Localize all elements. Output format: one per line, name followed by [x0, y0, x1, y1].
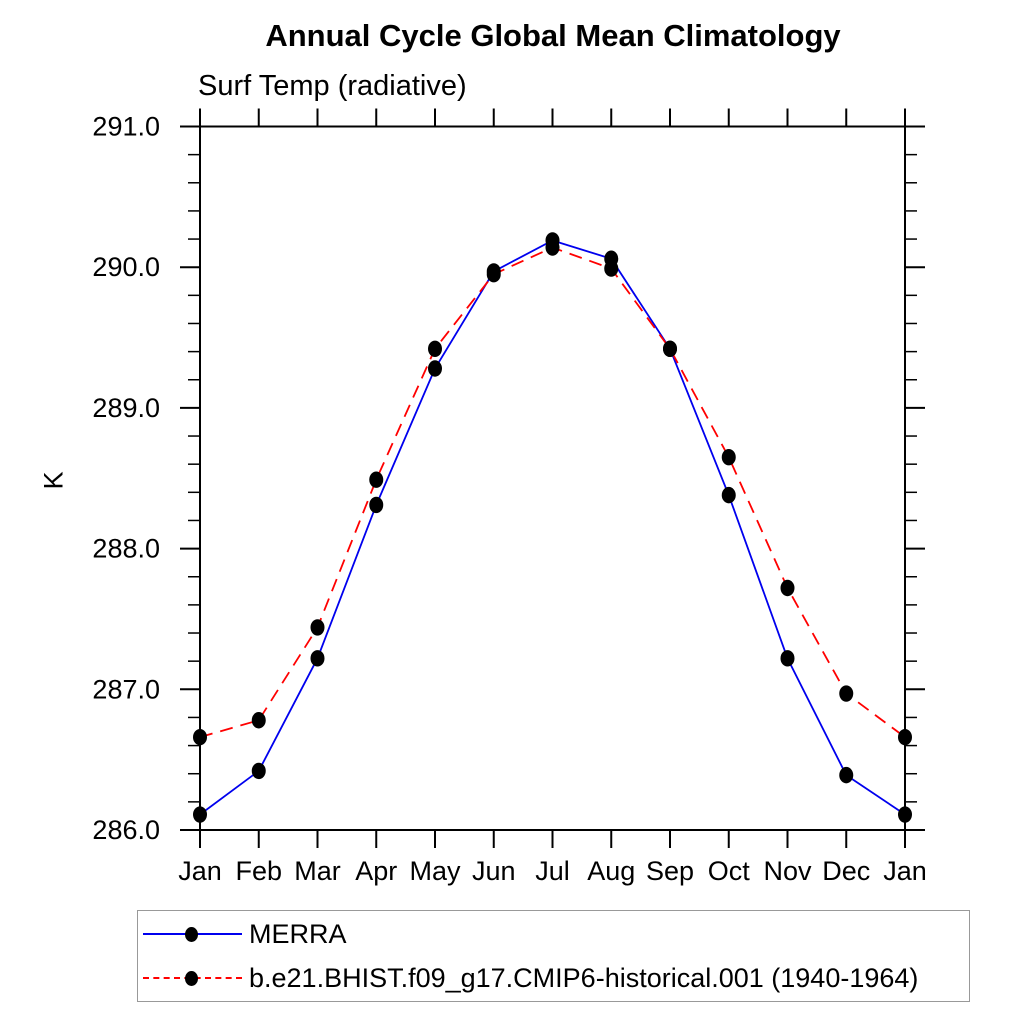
x-tick-label: Jan	[883, 856, 927, 886]
data-point-marker	[193, 728, 207, 746]
y-tick-label: 291.0	[92, 112, 160, 142]
chart-subtitle: Surf Temp (radiative)	[198, 70, 467, 102]
data-point-marker	[839, 766, 854, 784]
data-point-marker	[721, 448, 736, 466]
legend: MERRA b.e21.BHIST.f09_g17.CMIP6-historica…	[137, 910, 970, 1002]
data-point-marker	[428, 340, 442, 358]
x-tick-label: Jan	[178, 856, 222, 886]
data-point-marker	[428, 360, 442, 377]
x-tick-label: Mar	[294, 856, 341, 886]
data-point-marker	[839, 685, 854, 702]
data-point-marker	[780, 579, 795, 597]
data-point-marker	[310, 619, 325, 636]
x-tick-label: Feb	[235, 856, 282, 886]
data-point-marker	[310, 650, 325, 667]
x-tick-label: Apr	[355, 856, 397, 886]
x-tick-label: Dec	[822, 856, 870, 886]
data-point-marker	[604, 260, 619, 277]
y-tick-label: 286.0	[92, 815, 160, 845]
plot-frame	[199, 125, 906, 831]
y-tick-label: 288.0	[92, 534, 160, 564]
data-point-marker	[193, 806, 207, 823]
x-tick-label: Oct	[708, 856, 751, 886]
x-tick-label: Sep	[646, 856, 694, 886]
x-tick-label: Aug	[587, 856, 635, 886]
legend-item-label: b.e21.BHIST.f09_g17.CMIP6-historical.001…	[249, 962, 919, 993]
chart-title: Annual Cycle Global Mean Climatology	[265, 18, 841, 53]
x-tick-label: Jun	[472, 856, 516, 886]
data-point-marker	[369, 496, 384, 514]
y-tick-label: 290.0	[92, 252, 160, 282]
x-tick-label: May	[409, 856, 461, 886]
legend-item: MERRA	[138, 912, 969, 956]
data-point-marker	[663, 340, 677, 358]
y-tick-label: 287.0	[92, 674, 160, 704]
y-tick-label: 289.0	[92, 393, 160, 423]
series-line-solid	[199, 239, 906, 816]
data-point-marker	[545, 239, 560, 256]
data-point-marker	[369, 471, 384, 488]
legend-item: b.e21.BHIST.f09_g17.CMIP6-historical.001…	[138, 956, 969, 1000]
legend-line-sample	[143, 969, 242, 987]
x-tick-label: Jul	[535, 856, 570, 886]
data-point-marker	[780, 650, 795, 667]
marker-dot-swatch	[185, 971, 198, 986]
series-line-dashed	[199, 246, 906, 739]
marker-dot-swatch	[185, 927, 198, 942]
data-point-marker	[251, 712, 266, 729]
legend-item-label: MERRA	[249, 918, 347, 949]
data-point-marker	[486, 266, 501, 283]
data-point-marker	[898, 728, 912, 746]
legend-line-sample	[143, 925, 242, 943]
data-point-marker	[251, 762, 266, 780]
data-point-marker	[898, 806, 912, 823]
data-point-marker	[721, 486, 736, 504]
x-tick-label: Nov	[763, 856, 812, 886]
